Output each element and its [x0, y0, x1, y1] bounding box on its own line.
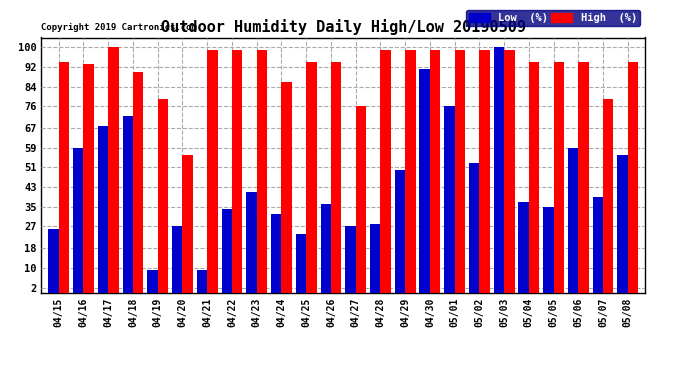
- Bar: [529, 62, 540, 292]
- Bar: [603, 99, 613, 292]
- Bar: [306, 62, 317, 292]
- Bar: [257, 50, 267, 292]
- Bar: [355, 106, 366, 292]
- Bar: [380, 50, 391, 292]
- Bar: [246, 192, 257, 292]
- Bar: [345, 226, 355, 292]
- Bar: [321, 204, 331, 292]
- Bar: [444, 106, 455, 292]
- Bar: [494, 47, 504, 292]
- Bar: [331, 62, 342, 292]
- Bar: [48, 229, 59, 292]
- Bar: [158, 99, 168, 292]
- Bar: [59, 62, 69, 292]
- Text: Copyright 2019 Cartronics.com: Copyright 2019 Cartronics.com: [41, 23, 197, 32]
- Bar: [593, 197, 603, 292]
- Bar: [518, 202, 529, 292]
- Bar: [133, 72, 144, 292]
- Bar: [568, 148, 578, 292]
- Bar: [420, 69, 430, 292]
- Bar: [405, 50, 415, 292]
- Bar: [618, 155, 628, 292]
- Bar: [73, 148, 83, 292]
- Bar: [98, 126, 108, 292]
- Bar: [543, 207, 553, 292]
- Bar: [480, 50, 490, 292]
- Bar: [282, 82, 292, 292]
- Bar: [182, 155, 193, 292]
- Bar: [370, 224, 380, 292]
- Bar: [108, 47, 119, 292]
- Bar: [296, 234, 306, 292]
- Title: Outdoor Humidity Daily High/Low 20190509: Outdoor Humidity Daily High/Low 20190509: [161, 19, 526, 35]
- Bar: [197, 270, 207, 292]
- Bar: [172, 226, 182, 292]
- Bar: [455, 50, 465, 292]
- Bar: [221, 209, 232, 292]
- Bar: [83, 64, 94, 292]
- Bar: [232, 50, 242, 292]
- Bar: [430, 50, 440, 292]
- Bar: [469, 162, 480, 292]
- Bar: [504, 50, 515, 292]
- Bar: [628, 62, 638, 292]
- Bar: [123, 116, 133, 292]
- Legend: Low  (%), High  (%): Low (%), High (%): [466, 9, 640, 26]
- Bar: [553, 62, 564, 292]
- Bar: [147, 270, 158, 292]
- Bar: [395, 170, 405, 292]
- Bar: [271, 214, 282, 292]
- Bar: [578, 62, 589, 292]
- Bar: [207, 50, 217, 292]
